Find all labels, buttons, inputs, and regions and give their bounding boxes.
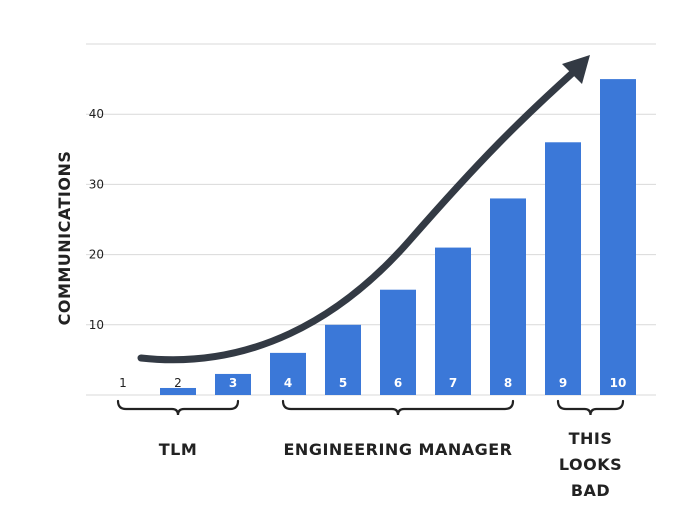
bar-label-6: 6 bbox=[394, 376, 402, 390]
bar-label-2: 2 bbox=[174, 376, 182, 390]
bar-6 bbox=[380, 289, 416, 395]
group-brace-2 bbox=[556, 399, 625, 416]
trend-arrow-line bbox=[137, 64, 582, 364]
group-label-0-0: TLM bbox=[159, 440, 198, 459]
bar-3 bbox=[215, 373, 251, 395]
bar-label-1: 1 bbox=[119, 376, 127, 390]
bar-8 bbox=[490, 198, 526, 395]
group-brackets: TLM ENGINEERING MANAGER THIS LOOKS BAD bbox=[116, 399, 625, 500]
y-tick-labels: 10 20 30 40 bbox=[89, 107, 104, 332]
group-label-2-2: BAD bbox=[571, 481, 610, 500]
group-label-1-0: ENGINEERING MANAGER bbox=[284, 440, 513, 459]
group-label-2-1: LOOKS bbox=[559, 455, 622, 474]
bar-label-10: 10 bbox=[610, 376, 627, 390]
bars bbox=[160, 79, 636, 395]
y-tick-40: 40 bbox=[89, 107, 104, 121]
group-label-2-0: THIS bbox=[569, 429, 613, 448]
bar-10 bbox=[600, 79, 636, 395]
trend-arrow bbox=[137, 55, 590, 364]
group-brace-0 bbox=[116, 399, 240, 416]
y-tick-10: 10 bbox=[89, 318, 104, 332]
y-axis-label: COMMUNICATIONS bbox=[55, 151, 74, 326]
bar-label-8: 8 bbox=[504, 376, 512, 390]
y-tick-30: 30 bbox=[89, 177, 104, 191]
y-tick-20: 20 bbox=[89, 248, 104, 262]
trend-arrow-head bbox=[562, 55, 590, 84]
bar-label-9: 9 bbox=[559, 376, 567, 390]
bar-label-5: 5 bbox=[339, 376, 347, 390]
bar-label-7: 7 bbox=[449, 376, 457, 390]
bar-2 bbox=[160, 387, 196, 395]
bar-4 bbox=[270, 352, 306, 395]
group-brace-1 bbox=[281, 399, 515, 416]
bar-7 bbox=[435, 247, 471, 395]
bar-labels: 1 2 3 4 5 6 7 8 9 10 bbox=[119, 376, 626, 390]
bar-9 bbox=[545, 142, 581, 395]
bar-5 bbox=[325, 324, 361, 395]
bar-label-3: 3 bbox=[229, 376, 237, 390]
bar-label-4: 4 bbox=[284, 376, 292, 390]
